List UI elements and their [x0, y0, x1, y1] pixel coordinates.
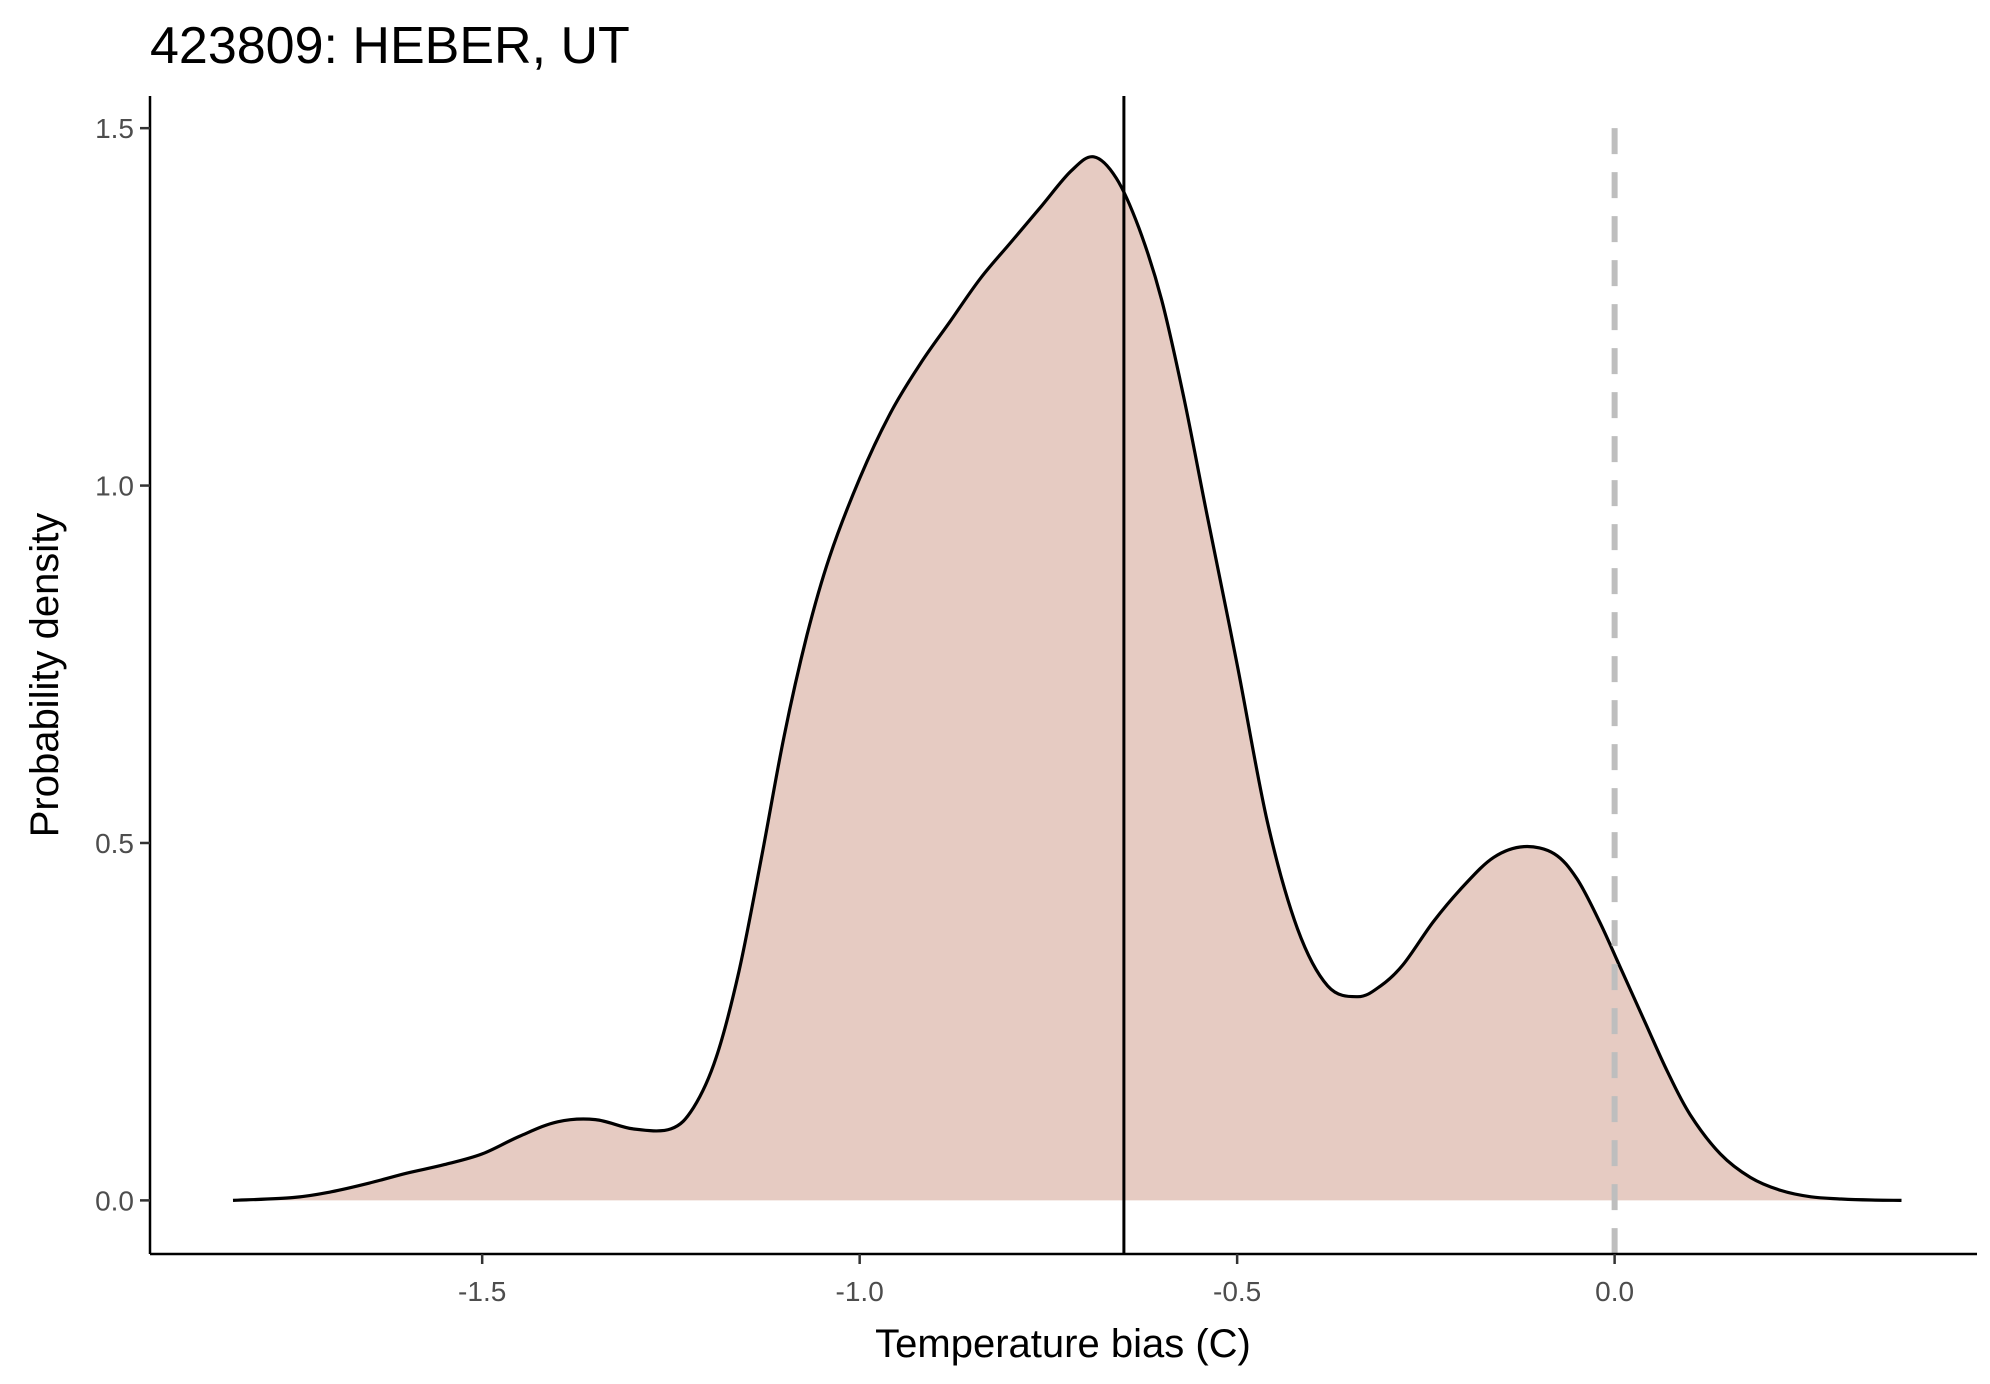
plot-area [232, 96, 1902, 1254]
y-axis-ticks: 0.0 0.5 1.0 1.5 [95, 113, 150, 1216]
x-tick-label: -0.5 [1213, 1276, 1261, 1307]
x-tick-label: -1.5 [458, 1276, 506, 1307]
x-tick-label: 0.0 [1595, 1276, 1634, 1307]
y-tick-label: 1.0 [95, 471, 134, 502]
density-area-fill [233, 156, 1902, 1201]
y-tick-label: 0.5 [95, 828, 134, 859]
y-tick-label: 1.5 [95, 113, 134, 144]
y-axis-title: Probability density [23, 513, 67, 838]
chart-title: 423809: HEBER, UT [150, 17, 630, 75]
y-tick-label: 0.0 [95, 1185, 134, 1216]
x-tick-label: -1.0 [836, 1276, 884, 1307]
density-curve-line [232, 155, 1902, 1202]
x-axis-title: Temperature bias (C) [875, 1322, 1251, 1366]
x-axis-ticks: -1.5 -1.0 -0.5 0.0 [458, 1254, 1634, 1307]
